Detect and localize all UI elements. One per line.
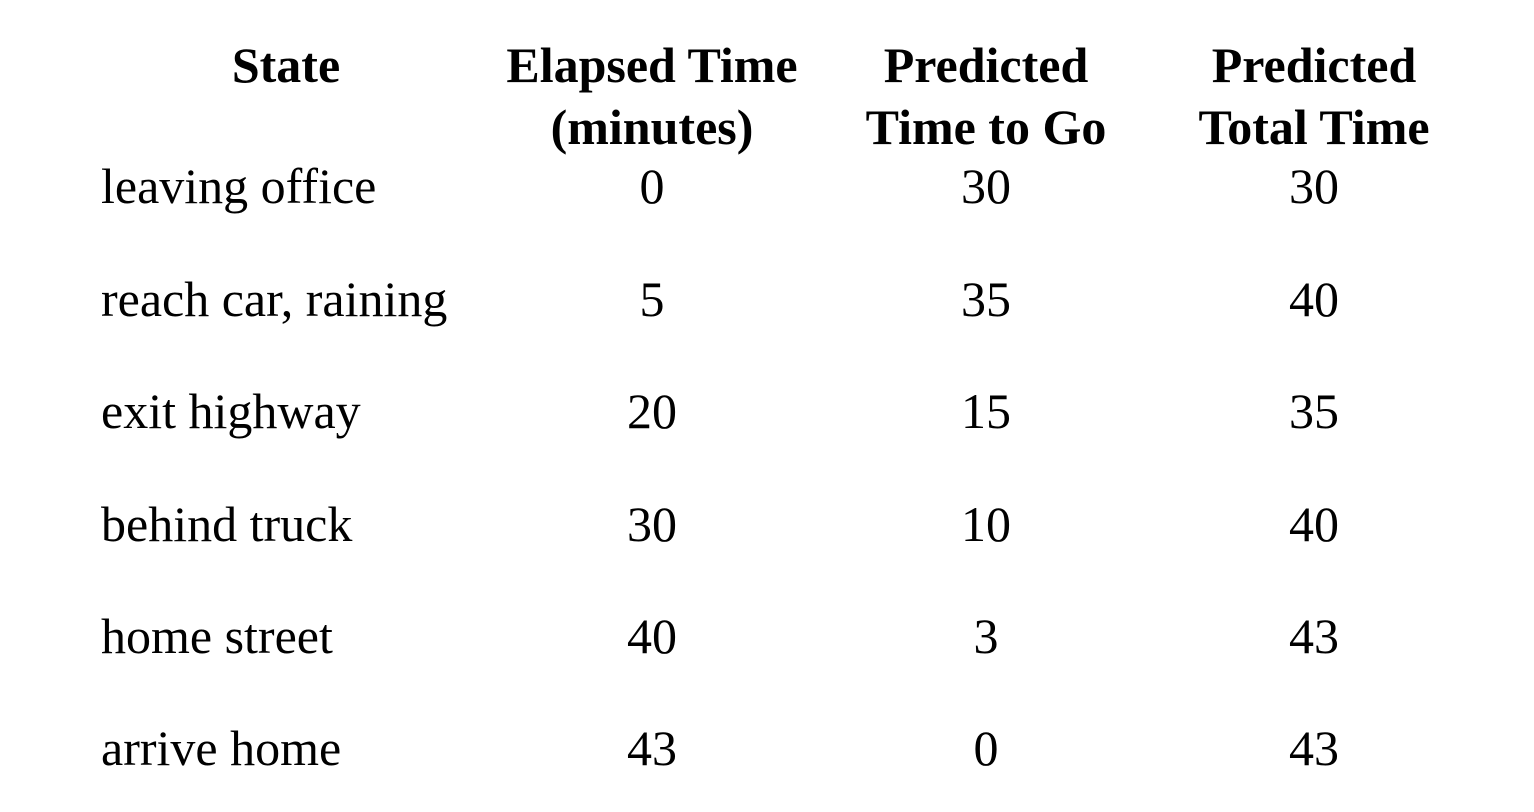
header-elapsed-line1: Elapsed Time — [506, 37, 798, 93]
table-row: arrive home 43 0 43 — [0, 717, 1534, 779]
state-cell: reach car, raining — [101, 271, 448, 327]
elapsed-cell: 40 — [627, 608, 677, 664]
state-cell: exit highway — [101, 383, 361, 439]
header-predicted-total-time: Predicted Total Time — [1154, 34, 1474, 158]
to-go-cell: 0 — [973, 720, 999, 776]
table-row: home street 40 3 43 — [0, 605, 1534, 667]
header-state-line1: State — [231, 37, 341, 93]
header-elapsed-line2: (minutes) — [550, 99, 754, 155]
header-to-go-line2: Time to Go — [865, 99, 1107, 155]
total-cell: 43 — [1289, 608, 1339, 664]
header-total-line1: Predicted — [1211, 37, 1417, 93]
to-go-cell: 10 — [961, 496, 1011, 552]
state-cell: behind truck — [101, 496, 353, 552]
total-cell: 30 — [1289, 158, 1339, 214]
elapsed-cell: 0 — [639, 158, 665, 214]
total-cell: 35 — [1289, 383, 1339, 439]
to-go-cell: 35 — [961, 271, 1011, 327]
table-row: leaving office 0 30 30 — [0, 155, 1534, 217]
header-predicted-time-to-go: Predicted Time to Go — [826, 34, 1146, 158]
elapsed-cell: 43 — [627, 720, 677, 776]
table-row: exit highway 20 15 35 — [0, 380, 1534, 442]
elapsed-cell: 30 — [627, 496, 677, 552]
to-go-cell: 3 — [973, 608, 999, 664]
state-cell: home street — [101, 608, 333, 664]
table-row: behind truck 30 10 40 — [0, 493, 1534, 555]
total-cell: 43 — [1289, 720, 1339, 776]
to-go-cell: 30 — [961, 158, 1011, 214]
elapsed-cell: 5 — [639, 271, 665, 327]
state-cell: arrive home — [101, 720, 342, 776]
table-row: reach car, raining 5 35 40 — [0, 268, 1534, 330]
total-cell: 40 — [1289, 271, 1339, 327]
state-cell: leaving office — [101, 158, 377, 214]
header-state: State — [186, 34, 386, 96]
to-go-cell: 15 — [961, 383, 1011, 439]
header-elapsed-time: Elapsed Time (minutes) — [482, 34, 822, 158]
total-cell: 40 — [1289, 496, 1339, 552]
header-to-go-line1: Predicted — [883, 37, 1089, 93]
header-total-line2: Total Time — [1198, 99, 1430, 155]
elapsed-cell: 20 — [627, 383, 677, 439]
